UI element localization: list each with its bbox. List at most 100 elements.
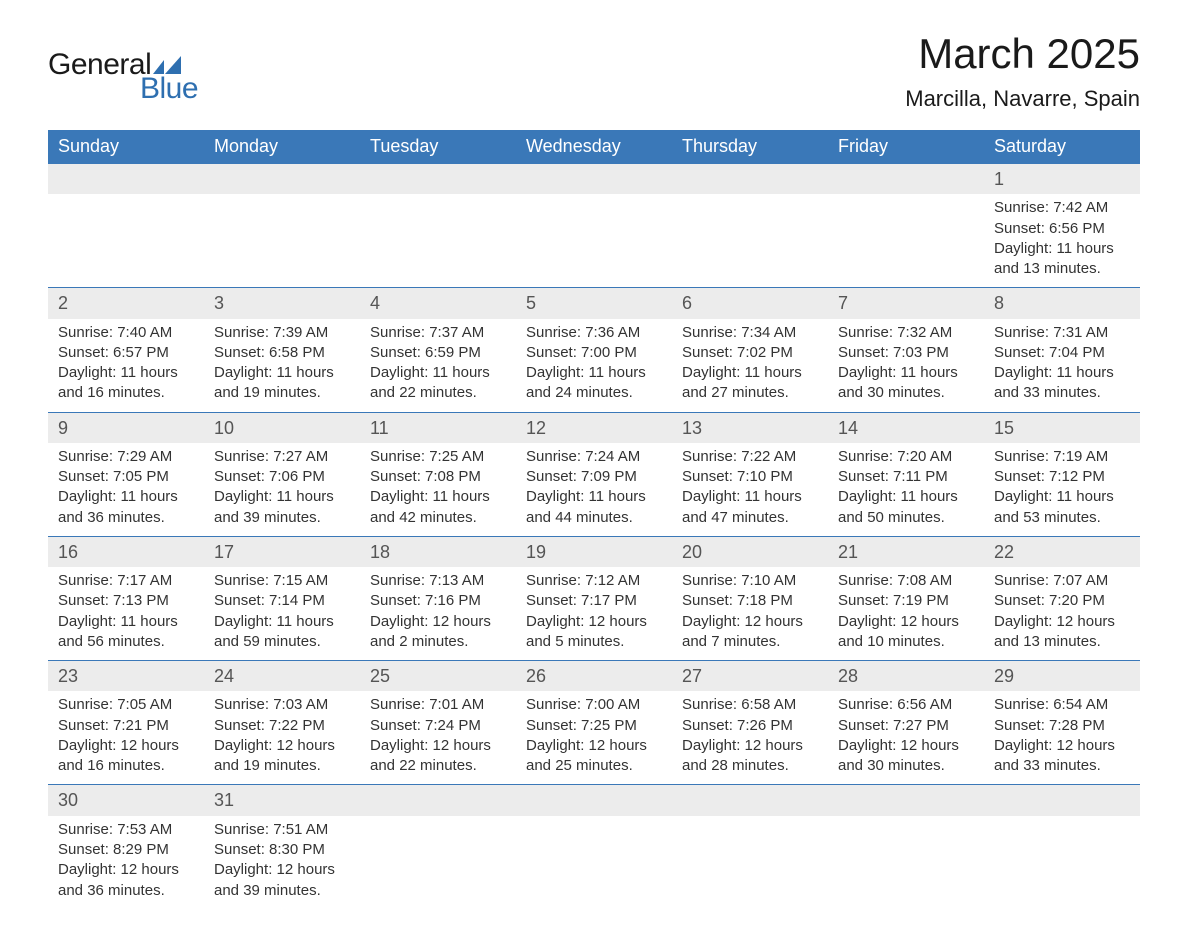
sunset-text: Sunset: 7:04 PM <box>994 343 1130 363</box>
day-detail-cell: Sunrise: 6:54 AMSunset: 7:28 PMDaylight:… <box>984 691 1140 785</box>
day-number-cell: 2 <box>48 288 204 319</box>
day-number-cell: 30 <box>48 785 204 816</box>
daylight1-text: Daylight: 11 hours <box>214 612 350 632</box>
day-detail-cell: Sunrise: 7:08 AMSunset: 7:19 PMDaylight:… <box>828 567 984 661</box>
day-detail-cell: Sunrise: 7:40 AMSunset: 6:57 PMDaylight:… <box>48 319 204 413</box>
sunrise-text: Sunrise: 7:36 AM <box>526 323 662 343</box>
day-number-cell: 19 <box>516 536 672 567</box>
sunset-text: Sunset: 7:10 PM <box>682 467 818 487</box>
sunset-text: Sunset: 7:24 PM <box>370 716 506 736</box>
day-number-cell: 31 <box>204 785 360 816</box>
day-number-cell <box>204 164 360 195</box>
title-block: March 2025 Marcilla, Navarre, Spain <box>905 30 1140 112</box>
day-number-cell <box>828 164 984 195</box>
sunrise-text: Sunrise: 7:10 AM <box>682 571 818 591</box>
day-detail-cell: Sunrise: 7:15 AMSunset: 7:14 PMDaylight:… <box>204 567 360 661</box>
sunset-text: Sunset: 6:57 PM <box>58 343 194 363</box>
location: Marcilla, Navarre, Spain <box>905 86 1140 112</box>
daylight2-text: and 39 minutes. <box>214 508 350 528</box>
sunset-text: Sunset: 7:05 PM <box>58 467 194 487</box>
sunrise-text: Sunrise: 6:54 AM <box>994 695 1130 715</box>
daylight2-text: and 28 minutes. <box>682 756 818 776</box>
daylight2-text: and 22 minutes. <box>370 383 506 403</box>
sunset-text: Sunset: 7:26 PM <box>682 716 818 736</box>
daylight2-text: and 13 minutes. <box>994 632 1130 652</box>
day-number-cell: 25 <box>360 661 516 692</box>
day-detail-cell: Sunrise: 7:19 AMSunset: 7:12 PMDaylight:… <box>984 443 1140 537</box>
daylight1-text: Daylight: 11 hours <box>58 487 194 507</box>
daylight1-text: Daylight: 11 hours <box>214 487 350 507</box>
daylight1-text: Daylight: 12 hours <box>994 736 1130 756</box>
day-detail-cell: Sunrise: 7:13 AMSunset: 7:16 PMDaylight:… <box>360 567 516 661</box>
daylight2-text: and 42 minutes. <box>370 508 506 528</box>
sunset-text: Sunset: 7:27 PM <box>838 716 974 736</box>
daylight2-text: and 13 minutes. <box>994 259 1130 279</box>
daylight1-text: Daylight: 12 hours <box>838 736 974 756</box>
day-number-cell: 15 <box>984 412 1140 443</box>
logo: General Blue <box>48 50 198 104</box>
sunrise-text: Sunrise: 7:12 AM <box>526 571 662 591</box>
sunset-text: Sunset: 7:02 PM <box>682 343 818 363</box>
sunset-text: Sunset: 7:25 PM <box>526 716 662 736</box>
day-detail-cell <box>672 816 828 909</box>
sunset-text: Sunset: 7:09 PM <box>526 467 662 487</box>
day-number-row: 3031 <box>48 785 1140 816</box>
daylight2-text: and 7 minutes. <box>682 632 818 652</box>
sunset-text: Sunset: 6:56 PM <box>994 219 1130 239</box>
sunset-text: Sunset: 6:58 PM <box>214 343 350 363</box>
sunset-text: Sunset: 6:59 PM <box>370 343 506 363</box>
day-detail-cell: Sunrise: 7:36 AMSunset: 7:00 PMDaylight:… <box>516 319 672 413</box>
day-number-cell: 10 <box>204 412 360 443</box>
daylight2-text: and 39 minutes. <box>214 881 350 901</box>
day-number-cell: 18 <box>360 536 516 567</box>
sunrise-text: Sunrise: 7:20 AM <box>838 447 974 467</box>
sunset-text: Sunset: 7:06 PM <box>214 467 350 487</box>
day-detail-cell: Sunrise: 7:39 AMSunset: 6:58 PMDaylight:… <box>204 319 360 413</box>
sunset-text: Sunset: 8:30 PM <box>214 840 350 860</box>
day-detail-cell: Sunrise: 7:07 AMSunset: 7:20 PMDaylight:… <box>984 567 1140 661</box>
sunset-text: Sunset: 7:19 PM <box>838 591 974 611</box>
daylight2-text: and 30 minutes. <box>838 383 974 403</box>
day-number-cell: 7 <box>828 288 984 319</box>
daylight2-text: and 16 minutes. <box>58 756 194 776</box>
daylight2-text: and 36 minutes. <box>58 508 194 528</box>
weekday-heading: Sunday <box>48 130 204 164</box>
weekday-heading: Tuesday <box>360 130 516 164</box>
day-detail-cell: Sunrise: 7:03 AMSunset: 7:22 PMDaylight:… <box>204 691 360 785</box>
day-detail-cell <box>672 194 828 288</box>
day-detail-cell: Sunrise: 7:32 AMSunset: 7:03 PMDaylight:… <box>828 319 984 413</box>
sunset-text: Sunset: 7:11 PM <box>838 467 974 487</box>
daylight2-text: and 24 minutes. <box>526 383 662 403</box>
sunset-text: Sunset: 7:03 PM <box>838 343 974 363</box>
day-detail-row: Sunrise: 7:17 AMSunset: 7:13 PMDaylight:… <box>48 567 1140 661</box>
sunset-text: Sunset: 7:20 PM <box>994 591 1130 611</box>
daylight1-text: Daylight: 11 hours <box>994 363 1130 383</box>
day-number-row: 23242526272829 <box>48 661 1140 692</box>
day-number-cell <box>984 785 1140 816</box>
day-number-cell <box>828 785 984 816</box>
day-number-cell: 20 <box>672 536 828 567</box>
weekday-header-row: Sunday Monday Tuesday Wednesday Thursday… <box>48 130 1140 164</box>
day-number-row: 16171819202122 <box>48 536 1140 567</box>
day-detail-cell: Sunrise: 7:29 AMSunset: 7:05 PMDaylight:… <box>48 443 204 537</box>
daylight2-text: and 19 minutes. <box>214 383 350 403</box>
daylight1-text: Daylight: 12 hours <box>58 860 194 880</box>
day-detail-cell: Sunrise: 7:10 AMSunset: 7:18 PMDaylight:… <box>672 567 828 661</box>
sunrise-text: Sunrise: 7:40 AM <box>58 323 194 343</box>
day-detail-cell: Sunrise: 7:51 AMSunset: 8:30 PMDaylight:… <box>204 816 360 909</box>
sunrise-text: Sunrise: 7:24 AM <box>526 447 662 467</box>
sunrise-text: Sunrise: 7:53 AM <box>58 820 194 840</box>
sunrise-text: Sunrise: 7:42 AM <box>994 198 1130 218</box>
daylight1-text: Daylight: 12 hours <box>682 736 818 756</box>
sunrise-text: Sunrise: 7:19 AM <box>994 447 1130 467</box>
daylight1-text: Daylight: 12 hours <box>370 736 506 756</box>
daylight1-text: Daylight: 11 hours <box>682 363 818 383</box>
day-number-cell: 5 <box>516 288 672 319</box>
sunset-text: Sunset: 7:08 PM <box>370 467 506 487</box>
daylight2-text: and 30 minutes. <box>838 756 974 776</box>
sunrise-text: Sunrise: 6:58 AM <box>682 695 818 715</box>
day-number-cell: 26 <box>516 661 672 692</box>
sunset-text: Sunset: 7:28 PM <box>994 716 1130 736</box>
daylight2-text: and 33 minutes. <box>994 383 1130 403</box>
sunset-text: Sunset: 7:21 PM <box>58 716 194 736</box>
